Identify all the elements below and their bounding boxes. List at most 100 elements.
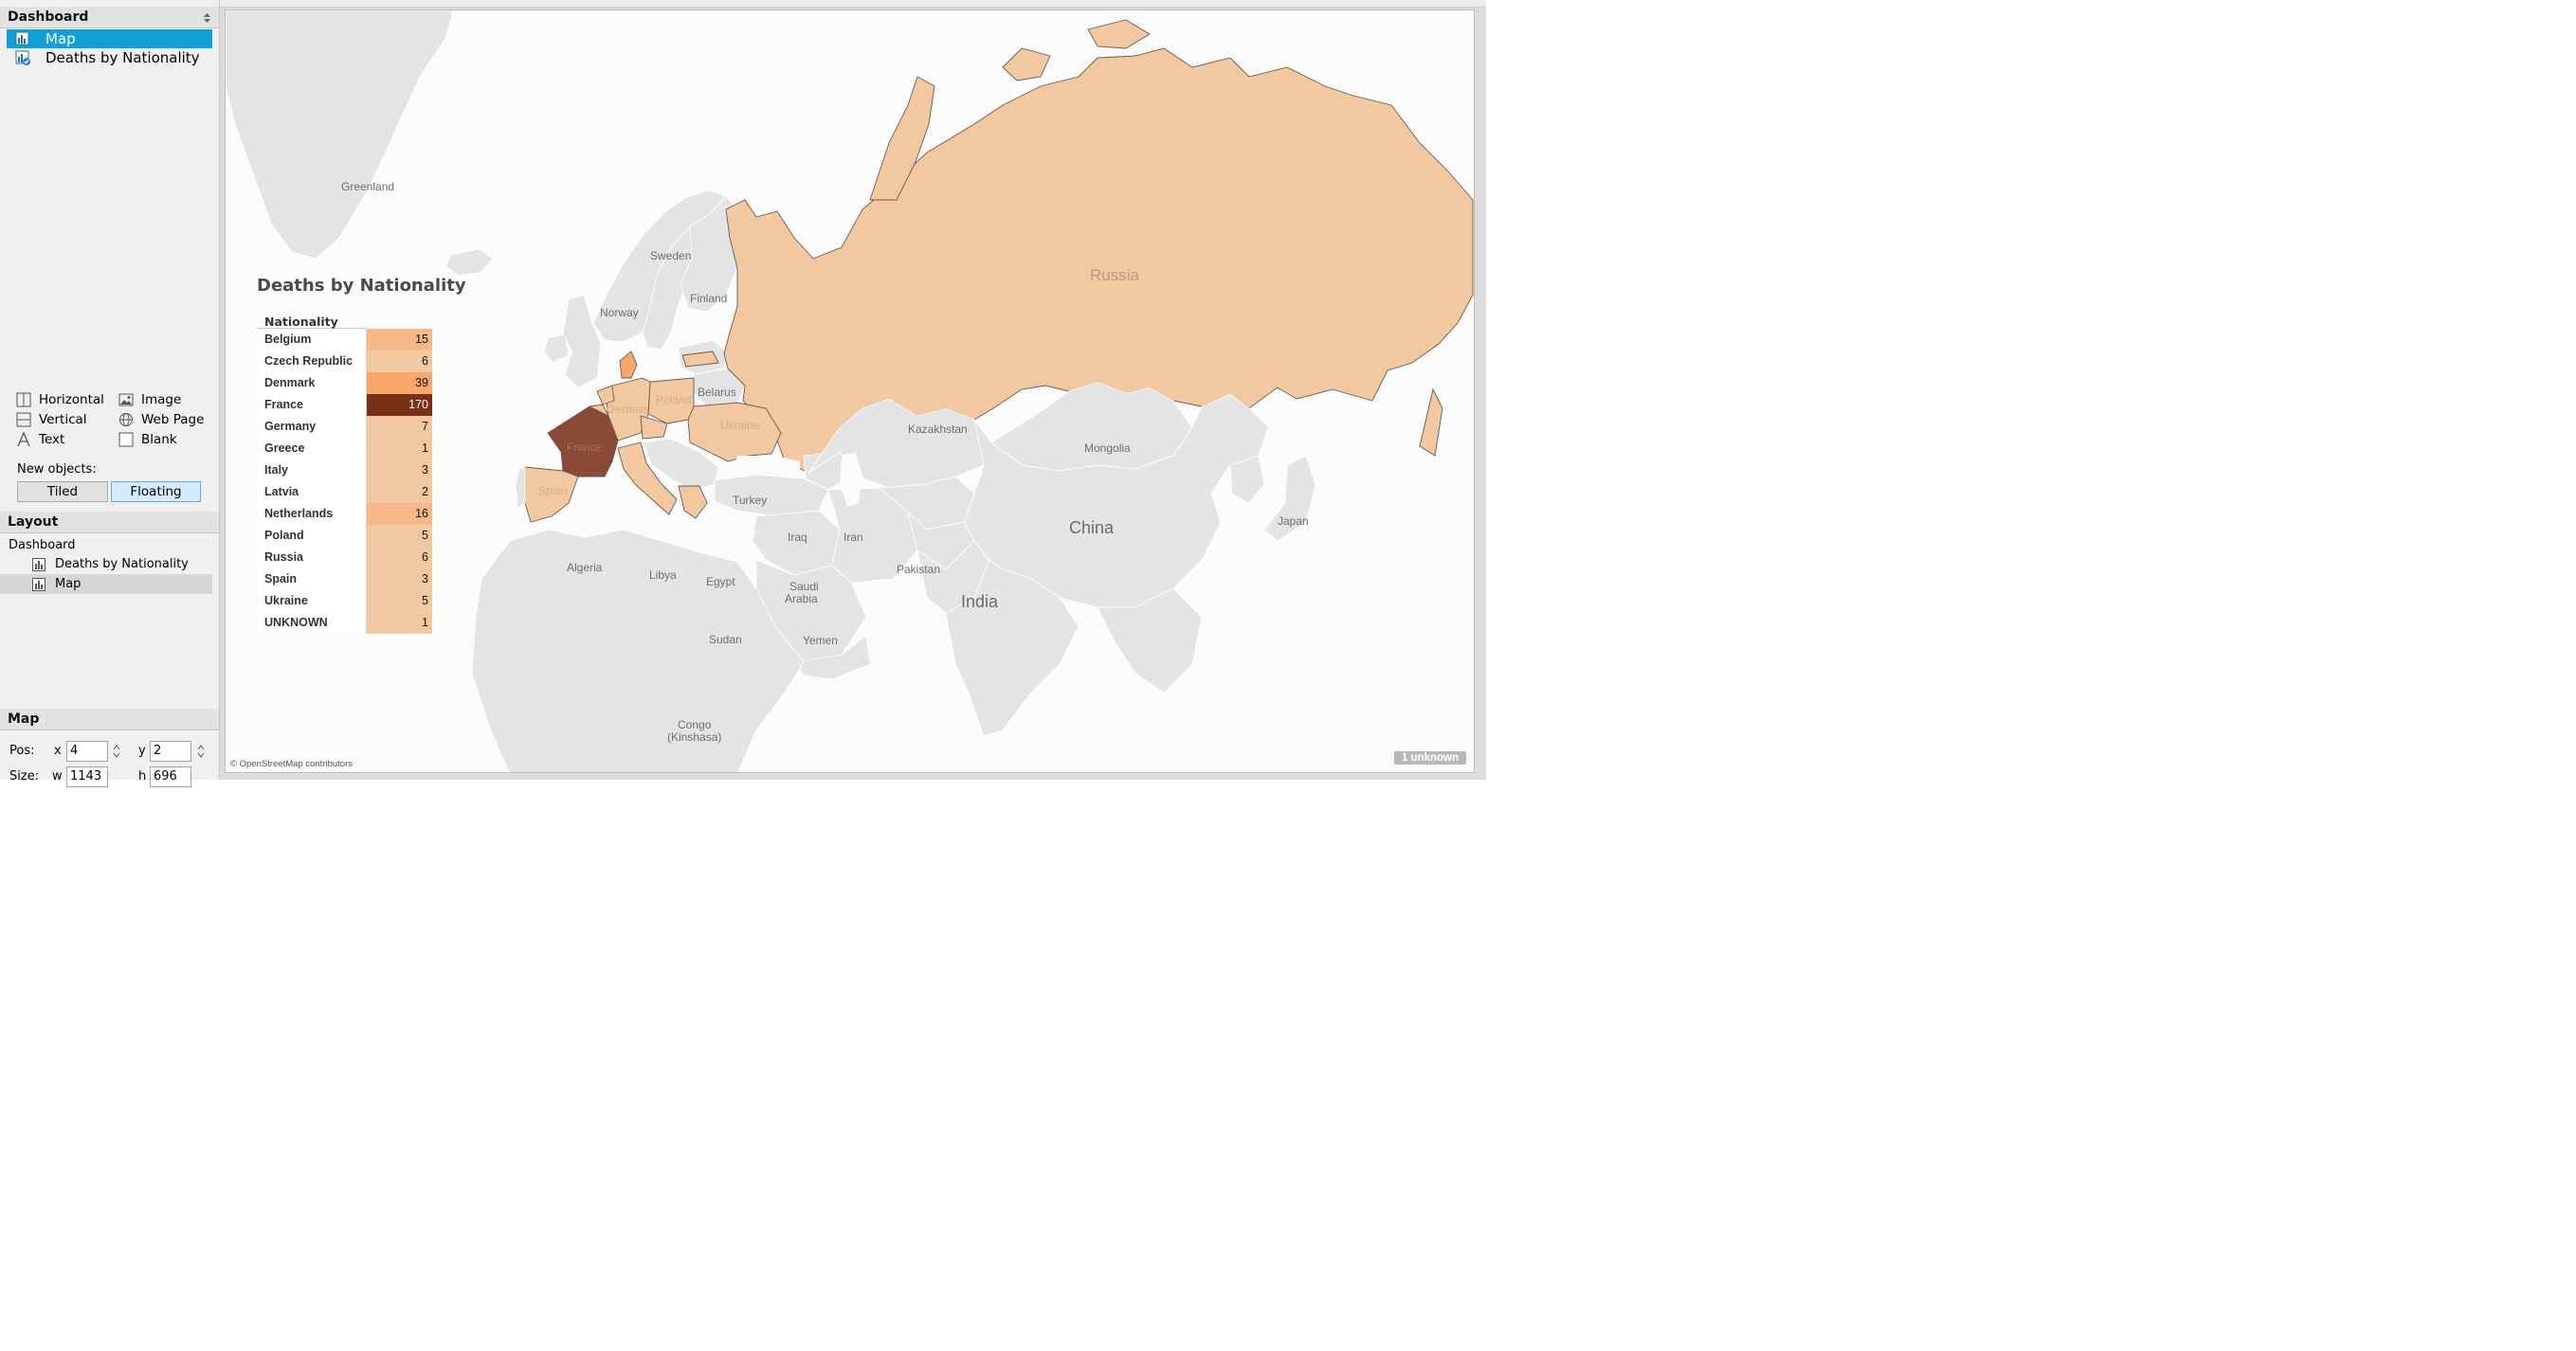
caspian-sea-shape [840,452,862,507]
object-vertical[interactable]: Vertical [16,410,87,429]
table-row[interactable]: Denmark 39 [257,372,437,394]
death-count-cell: 2 [367,481,432,503]
map-svg[interactable]: Greenland Sweden Norway Finland Russia B… [226,10,1475,773]
table-row[interactable]: UNKNOWN 1 [257,612,437,634]
map-label-turkey: Turkey [733,494,767,507]
map-label-poland: Poland [656,393,691,406]
layout-tree-item-deaths[interactable]: Deaths by Nationality [0,554,219,574]
map-label-iraq: Iraq [788,531,807,544]
table-row-label-cell [257,394,367,416]
object-web-page[interactable]: Web Page [118,410,204,429]
table-row[interactable]: Ukraine 5 [257,590,437,612]
table-row-label-cell [257,612,367,634]
denmark-shape [619,351,638,379]
map-label-ukraine: Ukraine [720,419,760,432]
sheet-item-deaths-by-nationality[interactable]: Deaths by Nationality [7,48,212,67]
map-label-germany: German [607,403,647,416]
map-label-greenland: Greenland [341,180,394,193]
map-label-yemen: Yemen [803,634,838,647]
map-label-japan: Japan [1278,514,1309,528]
unknown-indicator-badge[interactable]: 1 unknown [1393,751,1466,765]
nationality-name: Spain [264,572,298,585]
table-row[interactable]: Netherlands 16 [257,503,437,525]
map-label-sweden: Sweden [650,249,691,262]
table-title: Deaths by Nationality [257,276,466,296]
table-row-label-cell [257,459,367,481]
table-row[interactable]: Spain 3 [257,568,437,590]
nationality-name: Germany [264,420,317,433]
pos-x-stepper-icon[interactable] [112,741,121,762]
size-label: Size: [9,769,40,784]
table-row[interactable]: Belgium 15 [257,329,437,351]
czech-republic-shape [640,415,668,440]
image-object-icon [118,393,134,406]
table-row-label-cell [257,503,367,525]
deaths-by-nationality-table[interactable]: Deaths by Nationality Nationality Belgiu… [257,276,466,634]
japan-shape [1263,455,1316,542]
tiled-button[interactable]: Tiled [17,481,108,502]
layout-tree-root[interactable]: Dashboard [9,538,76,552]
object-label: Text [39,432,65,447]
map-view[interactable]: Greenland Sweden Norway Finland Russia B… [225,9,1475,773]
china-shape [964,393,1269,608]
dashboard-sidebar: Dashboard Map Deaths by Nationality Hori… [0,0,220,787]
nationality-name: Denmark [264,376,316,389]
korea-shape [1229,455,1265,504]
layout-item-label: Map [55,577,82,591]
death-count-cell: 39 [367,372,432,394]
object-image[interactable]: Image [118,390,181,409]
size-w-input[interactable]: 1143 [66,766,108,787]
table-row[interactable]: Poland 5 [257,525,437,547]
greenland-shape [226,10,454,260]
russia-arctic-island-shape [1002,47,1051,81]
pos-y-stepper-icon[interactable] [196,741,206,762]
size-w-label: w [52,769,63,784]
table-row-label-cell [257,481,367,503]
map-label-france: France [567,441,603,454]
finland-shape [680,195,738,313]
dashboard-canvas: Greenland Sweden Norway Finland Russia B… [220,0,1486,780]
pos-y-input[interactable]: 2 [150,741,191,762]
map-label-spain: Spain [538,484,568,497]
nationality-name: Russia [264,550,303,564]
table-row[interactable]: Greece 1 [257,438,437,459]
table-row-label-cell [257,547,367,568]
map-attribution[interactable]: © OpenStreetMap contributors [230,759,353,769]
table-row[interactable]: Germany 7 [257,416,437,438]
table-row-label-cell [257,568,367,590]
object-text[interactable]: Text [16,430,64,449]
map-section-header: Map [0,709,219,730]
table-row[interactable]: Russia 6 [257,547,437,568]
southeast-asia-shape [1097,587,1203,694]
table-row-label-cell [257,525,367,547]
russia-arctic-island-shape [869,76,935,201]
table-row[interactable]: Latvia 2 [257,481,437,503]
layout-tree-item-map[interactable]: Map [0,574,212,594]
object-blank[interactable]: Blank [118,430,177,449]
table-row[interactable]: Czech Republic 6 [257,351,437,372]
map-label-norway: Norway [600,306,639,319]
netherlands-shape [596,385,615,405]
sheet-item-label: Map [45,30,76,47]
new-objects-label: New objects: [17,462,97,477]
size-h-input[interactable]: 696 [150,766,191,787]
object-horizontal[interactable]: Horizontal [16,390,104,409]
table-row[interactable]: Italy 3 [257,459,437,481]
sort-arrows-icon[interactable] [204,13,210,23]
table-row[interactable]: France 170 [257,394,437,416]
france-shape [547,405,619,477]
nationality-name: Poland [264,529,304,542]
map-label-congo: Congo [678,718,712,731]
floating-button[interactable]: Floating [111,481,201,502]
nationality-name: Latvia [264,485,299,498]
pos-x-input[interactable]: 4 [66,741,108,762]
size-h-label: h [138,769,147,784]
yemen-shape [793,635,871,680]
italy-shape [617,441,678,515]
map-label-mongolia: Mongolia [1084,441,1131,455]
text-object-icon [17,432,30,447]
latvia-shape [681,351,719,368]
sheet-item-map[interactable]: Map [7,29,212,48]
table-row-label-cell [257,590,367,612]
north-africa-shape [471,529,805,772]
